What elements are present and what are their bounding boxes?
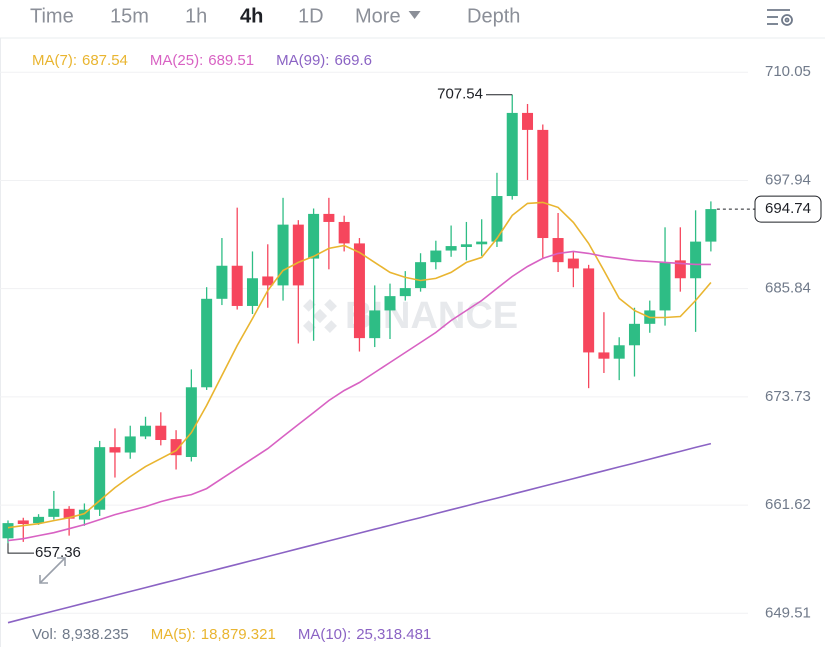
- low-marker-line: [7, 543, 34, 554]
- candle-body: [583, 268, 595, 353]
- candle-body: [445, 246, 457, 251]
- dropdown-arrow: [408, 11, 421, 19]
- toolbar: Time 15m 1h 4h 1D More Depth: [30, 5, 520, 27]
- candle-body: [33, 516, 45, 524]
- ma-line: [7, 442, 712, 624]
- candle-body: [476, 241, 488, 245]
- tab[interactable]: Time: [30, 5, 74, 27]
- legend-label: MA(99):: [276, 52, 329, 69]
- candle-body: [460, 244, 472, 247]
- candle-body: [705, 209, 717, 242]
- candle-body: [338, 221, 350, 244]
- tab[interactable]: Depth: [467, 5, 520, 27]
- volume-label: MA(5):: [151, 626, 196, 643]
- candle-body: [48, 508, 60, 517]
- candle-body: [140, 425, 152, 437]
- candle-body: [124, 436, 136, 453]
- y-tick-label: 710.05: [765, 63, 811, 80]
- candle-body: [185, 387, 197, 457]
- candle-body: [277, 224, 289, 286]
- candle-body: [522, 112, 534, 130]
- tab[interactable]: 1h: [185, 5, 207, 27]
- candle-body: [353, 243, 365, 339]
- candle-body: [201, 298, 213, 388]
- high-marker-label: 707.54: [437, 86, 483, 103]
- y-tick-label: 673.73: [765, 388, 811, 405]
- candle-body: [63, 508, 75, 519]
- volume-value: 8,938.235: [62, 626, 129, 643]
- candle-body: [155, 425, 167, 441]
- legend-value: 687.54: [82, 52, 128, 69]
- y-tick-label: 649.51: [765, 604, 811, 621]
- y-tick-label: 697.94: [765, 171, 811, 188]
- candle-body: [628, 323, 640, 346]
- candle-body: [308, 213, 320, 259]
- candle-body: [17, 520, 29, 525]
- legend-label: MA(25):: [150, 52, 203, 69]
- candle-body: [170, 439, 182, 456]
- tab[interactable]: 15m: [110, 5, 149, 27]
- candle-body: [94, 447, 106, 510]
- candle-body: [552, 238, 564, 263]
- expand-icon[interactable]: [39, 557, 66, 584]
- legend-label: MA(7):: [32, 52, 77, 69]
- candle-body: [399, 288, 411, 297]
- volume-value: 25,318.481: [356, 626, 431, 643]
- tab[interactable]: 4h: [240, 5, 263, 27]
- tab[interactable]: 1D: [298, 5, 324, 27]
- candle-body: [690, 241, 702, 279]
- candle-body: [323, 213, 335, 222]
- plot-area: 710.05 697.94 685.84 673.73 661.62 649.51: [0, 63, 811, 624]
- volume-label: MA(10):: [298, 626, 351, 643]
- candle-body: [231, 265, 243, 306]
- settings-icon[interactable]: [767, 9, 793, 26]
- volume-label: Vol:: [32, 626, 57, 643]
- candle-body: [537, 129, 549, 239]
- candle-body: [659, 262, 671, 311]
- candle-body: [2, 523, 14, 539]
- candle-body: [262, 276, 274, 286]
- candle-body: [384, 296, 396, 311]
- candle-body: [598, 352, 610, 359]
- candle-body: [78, 509, 90, 520]
- y-tick-label: 685.84: [765, 280, 811, 297]
- candle-body: [216, 265, 228, 299]
- watermark-logo: [303, 299, 337, 333]
- last-price-label: 694.74: [765, 200, 811, 217]
- candle-body: [246, 278, 258, 306]
- candle-body: [567, 258, 579, 269]
- candle-body: [369, 310, 381, 339]
- legend-value: 669.6: [334, 52, 372, 69]
- candle-body: [491, 196, 503, 242]
- ma-line: [7, 201, 712, 529]
- candle-body: [674, 260, 686, 279]
- candle-body: [506, 112, 518, 197]
- candle-body: [415, 262, 427, 289]
- tab[interactable]: More: [355, 5, 401, 27]
- y-tick-label: 661.62: [765, 496, 811, 513]
- candle-body: [292, 224, 304, 286]
- volume-value: 18,879.321: [201, 626, 276, 643]
- candle-body: [430, 250, 442, 263]
- candle-body: [109, 447, 121, 453]
- last-price-box: [754, 195, 822, 223]
- ma-line: [7, 250, 711, 542]
- legend-value: 689.51: [208, 52, 254, 69]
- candle-body: [613, 345, 625, 359]
- low-marker-label: 657.36: [35, 544, 81, 561]
